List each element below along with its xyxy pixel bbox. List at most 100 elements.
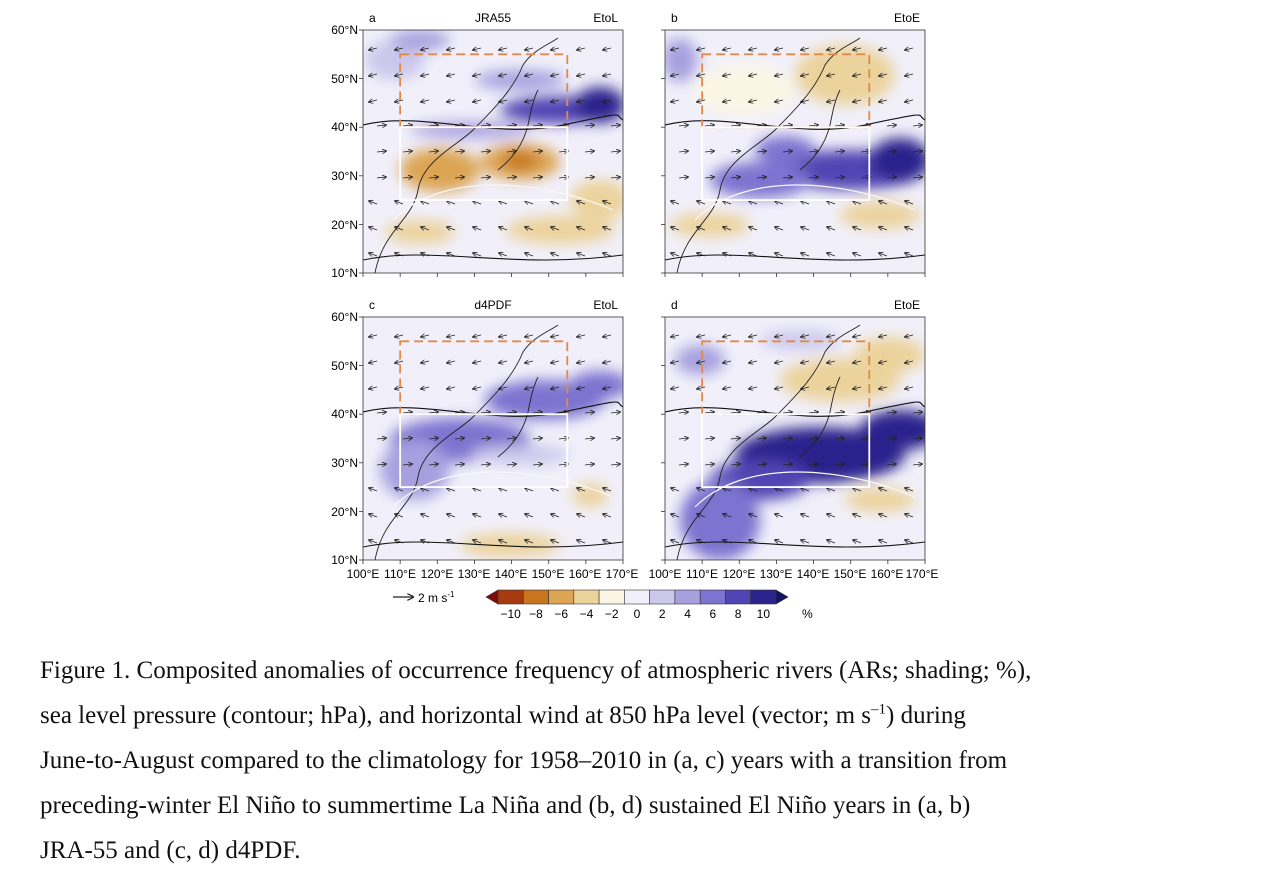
wind-vector (421, 48, 430, 50)
caption-line-2: sea level pressure (contour; hPa), and h… (40, 693, 1225, 738)
lat-label: 10°N (331, 553, 358, 567)
wind-vector (756, 464, 766, 465)
wind-vector (912, 438, 922, 439)
wind-vector (473, 48, 482, 50)
wind-vector (853, 488, 862, 491)
caption-line-3: June-to-August compared to the climatolo… (40, 747, 1008, 774)
shading-blob (860, 410, 925, 450)
wind-vectors (671, 48, 922, 256)
wind-vector (421, 361, 430, 363)
wind-vector (395, 253, 404, 256)
wind-vector (603, 540, 612, 543)
wind-vector (879, 488, 888, 491)
wind-vector (551, 100, 560, 102)
wind-vector (671, 100, 680, 102)
shading-blob (385, 220, 455, 244)
wind-vector (447, 361, 456, 363)
wind-vector (801, 514, 810, 517)
wind-vector (473, 540, 482, 543)
wind-vector (506, 151, 516, 152)
wind-vector (853, 361, 862, 363)
wind-vector (395, 540, 404, 543)
wind-vector (499, 227, 508, 230)
wind-vector (447, 514, 456, 517)
wind-vector (801, 540, 810, 543)
colorbar-tick-label: −2 (605, 607, 619, 621)
wind-vector (603, 361, 612, 363)
wind-vector (775, 488, 784, 491)
wind-vector (428, 464, 438, 465)
wind-vector (775, 335, 784, 337)
wind-vector (447, 335, 456, 337)
latitude-labels-top: 60°N 50°N 40°N 30°N 20°N 10°N (331, 23, 358, 280)
wind-vector (808, 412, 818, 413)
wind-vector (671, 253, 680, 256)
wind-vector (775, 253, 784, 256)
latitude-labels-bottom: 60°N 50°N 40°N 30°N 20°N 10°N (331, 310, 358, 567)
wind-vector (402, 177, 412, 178)
wind-vector (775, 540, 784, 543)
colorbar-tick-label: 6 (709, 607, 716, 621)
wind-vector (853, 227, 862, 230)
longitude-labels-left: 100°E 110°E 120°E 130°E 140°E 150°E 160°… (347, 567, 639, 581)
wind-vector (610, 151, 620, 152)
wind-vector (454, 438, 464, 439)
wind-vector (853, 540, 862, 543)
wind-vector (532, 151, 542, 152)
wind-vector (369, 74, 378, 76)
wind-vector (473, 227, 482, 230)
ar-anomaly-shading (365, 30, 623, 244)
coastline (374, 37, 559, 273)
shading-blob (475, 70, 565, 90)
wind-vector (421, 488, 430, 491)
wind-vector (704, 151, 714, 152)
shading-blob (570, 371, 623, 399)
wind-vector (801, 335, 810, 337)
panel-d-letter: d (671, 298, 678, 312)
wind-vector (775, 387, 784, 389)
colorbar-segment (725, 589, 752, 605)
wind-vector (376, 412, 386, 413)
wind-vector (801, 488, 810, 491)
caption-line-1: Figure 1. Composited anomalies of occurr… (40, 657, 1032, 684)
wind-vector (775, 514, 784, 517)
wind-vector (402, 464, 412, 465)
wind-vector (808, 177, 818, 178)
wind-vector (697, 514, 706, 517)
panel-b-letter: b (671, 11, 678, 25)
longitude-labels-right: 100°E 110°E 120°E 130°E 140°E 150°E 160°… (649, 567, 939, 581)
svg-text:2 m s-1: 2 m s-1 (418, 590, 455, 605)
colorbar-segment (522, 589, 549, 605)
japan-coastline (799, 376, 841, 458)
wind-vector (499, 540, 508, 543)
wind-vector (782, 438, 792, 439)
wind-vector (775, 74, 784, 76)
wind-vector (506, 177, 516, 178)
shading-blob (665, 38, 698, 82)
wind-vector (853, 387, 862, 389)
wind-vector (723, 335, 732, 337)
wind-vector (499, 514, 508, 517)
pressure-contour (363, 254, 623, 261)
pressure-contour-white (392, 184, 614, 221)
wind-vector (577, 227, 586, 230)
wind-vector (551, 227, 560, 230)
lat-label: 50°N (331, 359, 358, 373)
wind-scale-exponent: -1 (447, 590, 455, 599)
pressure-contour (665, 254, 925, 261)
lon-label: 130°E (760, 567, 793, 581)
wind-vector (447, 100, 456, 102)
wind-vector (499, 201, 508, 204)
panel-c-case: EtoL (593, 298, 618, 312)
wind-vector (480, 151, 490, 152)
wind-vector (376, 177, 386, 178)
wind-vector (551, 48, 560, 50)
wind-vector (697, 361, 706, 363)
panel-frame (362, 316, 624, 561)
wind-vector (584, 151, 594, 152)
wind-vector (369, 540, 378, 543)
lat-label: 30°N (331, 169, 358, 183)
wind-vector (905, 100, 914, 102)
wind-vector (879, 514, 888, 517)
